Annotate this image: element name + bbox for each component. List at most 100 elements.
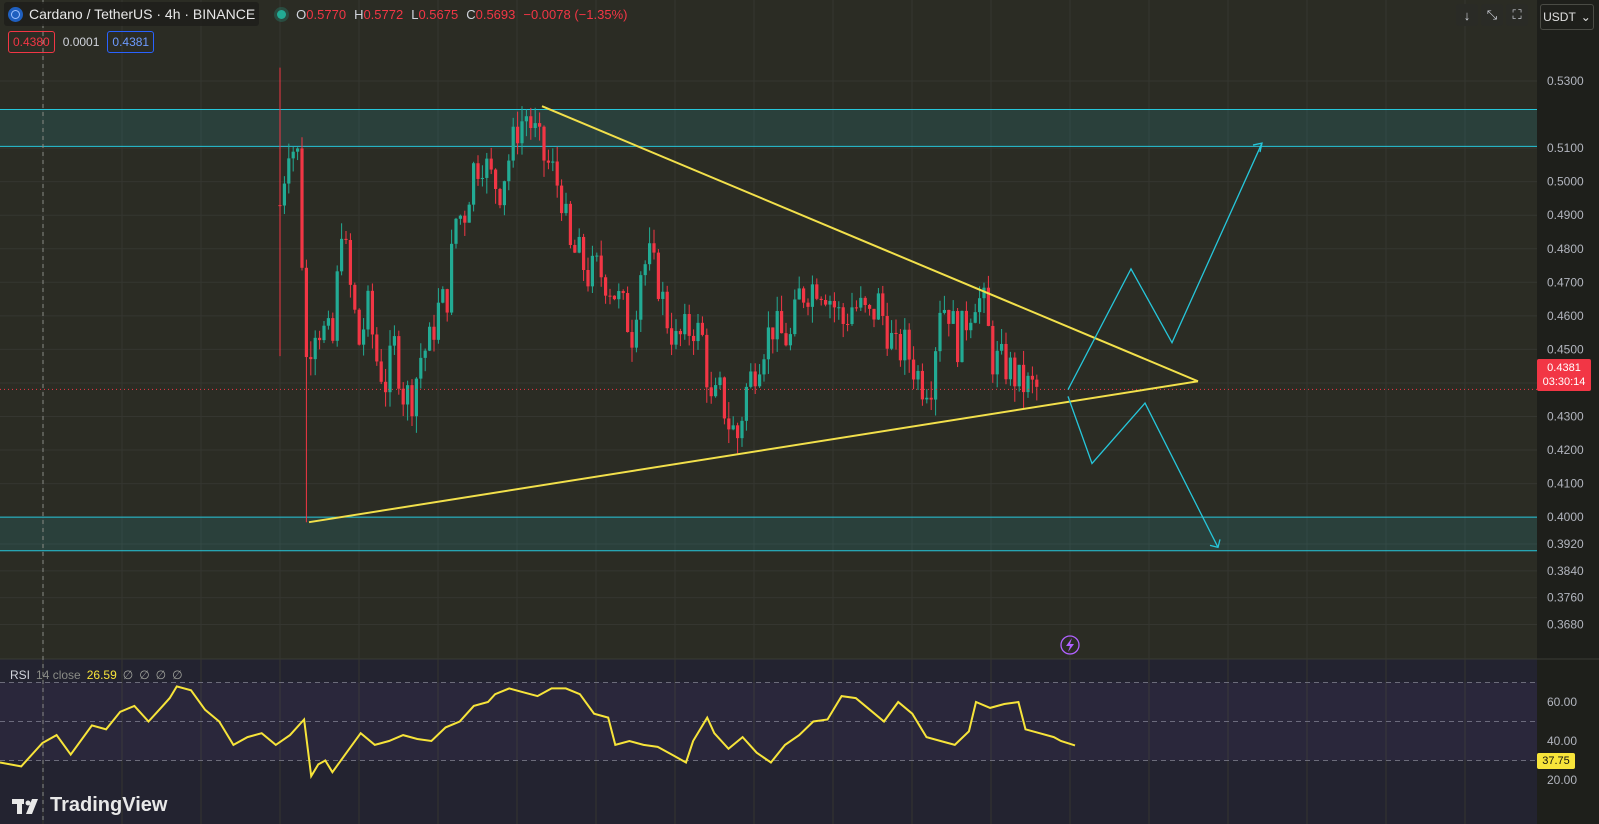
candle-body	[485, 158, 489, 178]
ohlc-close: 0.5693	[475, 6, 516, 22]
candle-body	[766, 327, 770, 360]
ohlc-high-label: H	[354, 6, 364, 22]
y-tick-label: 0.4900	[1547, 208, 1584, 222]
candle-body	[1000, 343, 1004, 351]
candle-body	[802, 288, 806, 303]
currency-select[interactable]: USDT ⌄	[1540, 4, 1594, 30]
candle-body	[718, 377, 722, 386]
candle-body	[520, 121, 524, 144]
y-tick-label: 0.4000	[1547, 510, 1584, 524]
candle-body	[978, 298, 982, 313]
ohlc-open: 0.5770	[306, 6, 347, 22]
candle-body	[758, 374, 762, 387]
candle-body	[524, 116, 528, 122]
candle-body	[991, 325, 995, 375]
y-tick-label: 0.5100	[1547, 141, 1584, 155]
chart-header: Cardano / TetherUS · 4h · BINANCE O0.577…	[4, 2, 627, 26]
candle-body	[560, 185, 564, 214]
candle-body	[595, 255, 599, 257]
buy-price-button[interactable]: 0.4381	[107, 31, 155, 53]
candle-body	[1026, 375, 1030, 393]
candle-body	[815, 284, 819, 299]
candle-body	[467, 204, 471, 223]
ohlc-low: 0.5675	[418, 6, 459, 22]
ohlc-readout: O0.5770 H0.5772 L0.5675 C0.5693 −0.0078 …	[296, 7, 627, 22]
bar-countdown: 03:30:14	[1542, 376, 1586, 388]
bullish-projection-path	[1067, 142, 1263, 390]
candle-body	[916, 370, 920, 380]
candle-body	[476, 163, 480, 179]
collapse-icon[interactable]: ⤡	[1481, 4, 1503, 26]
y-tick-label: 0.4600	[1547, 309, 1584, 323]
candle-body	[665, 291, 669, 329]
candle-body	[586, 269, 590, 287]
candle-body	[502, 181, 506, 206]
candle-body	[287, 158, 291, 184]
candle-body	[960, 310, 964, 363]
candle-body	[340, 238, 344, 272]
y-tick-label: 0.4300	[1547, 410, 1584, 424]
tradingview-watermark[interactable]: TradingView	[12, 794, 167, 817]
symbol-box[interactable]: Cardano / TetherUS · 4h · BINANCE	[4, 2, 260, 26]
candle-body	[819, 298, 823, 300]
symbol-title[interactable]: Cardano / TetherUS · 4h · BINANCE	[29, 6, 256, 22]
last-price-tag: 0.4381 03:30:14	[1537, 359, 1591, 391]
candle-body	[731, 425, 735, 430]
rsi-params: 14 close	[36, 668, 81, 682]
candle-body	[956, 311, 960, 363]
down-arrow-icon[interactable]: ↓	[1456, 4, 1478, 26]
candle-body	[947, 309, 951, 324]
candle-body	[542, 126, 546, 161]
candle-body	[648, 243, 652, 265]
candle-body	[300, 148, 304, 268]
y-tick-label: 0.5000	[1547, 175, 1584, 189]
ohlc-close-label: C	[466, 6, 476, 22]
candle-body	[973, 312, 977, 323]
market-status-icon[interactable]	[277, 9, 287, 19]
candle-body	[282, 183, 286, 206]
rsi-pane-bg	[0, 659, 1537, 824]
candle-body	[683, 314, 687, 335]
candle-body	[582, 236, 586, 270]
candle-body	[1017, 364, 1021, 387]
candle-body	[445, 289, 449, 313]
candle-body	[397, 336, 401, 389]
candle-body	[982, 287, 986, 299]
candle-body	[775, 311, 779, 340]
candle-body	[529, 116, 533, 129]
candle-body	[511, 126, 515, 161]
tradingview-logo-icon	[12, 798, 38, 814]
candle-body	[410, 385, 414, 417]
candle-body	[727, 418, 731, 430]
fullscreen-icon[interactable]: ⛶	[1506, 4, 1528, 26]
candle-body	[507, 160, 511, 182]
candle-body	[784, 333, 788, 346]
candle-body	[837, 307, 841, 309]
candle-body	[762, 359, 766, 375]
candle-body	[661, 291, 665, 299]
candle-body	[608, 295, 612, 297]
candle-body	[687, 314, 691, 336]
candle-body	[700, 322, 704, 335]
rsi-legend[interactable]: RSI 14 close 26.59 ∅ ∅ ∅ ∅	[10, 668, 183, 682]
candle-body	[832, 300, 836, 308]
sell-price-button[interactable]: 0.4380	[8, 31, 55, 53]
candle-body	[590, 255, 594, 287]
y-tick-label: 0.4800	[1547, 242, 1584, 256]
candle-body	[335, 271, 339, 341]
candle-body	[604, 277, 608, 296]
candle-body	[894, 332, 898, 335]
candle-body	[1030, 375, 1034, 380]
candle-body	[463, 215, 467, 223]
candles	[278, 67, 1039, 523]
candle-body	[392, 336, 396, 346]
bullish-arrowhead	[1252, 142, 1263, 153]
candle-body	[1035, 379, 1039, 387]
candle-body	[626, 293, 630, 333]
candle-body	[573, 244, 577, 253]
y-tick-label: 0.3680	[1547, 618, 1584, 632]
candle-body	[326, 318, 330, 326]
spread-value: 0.0001	[62, 35, 100, 49]
candle-body	[788, 334, 792, 346]
